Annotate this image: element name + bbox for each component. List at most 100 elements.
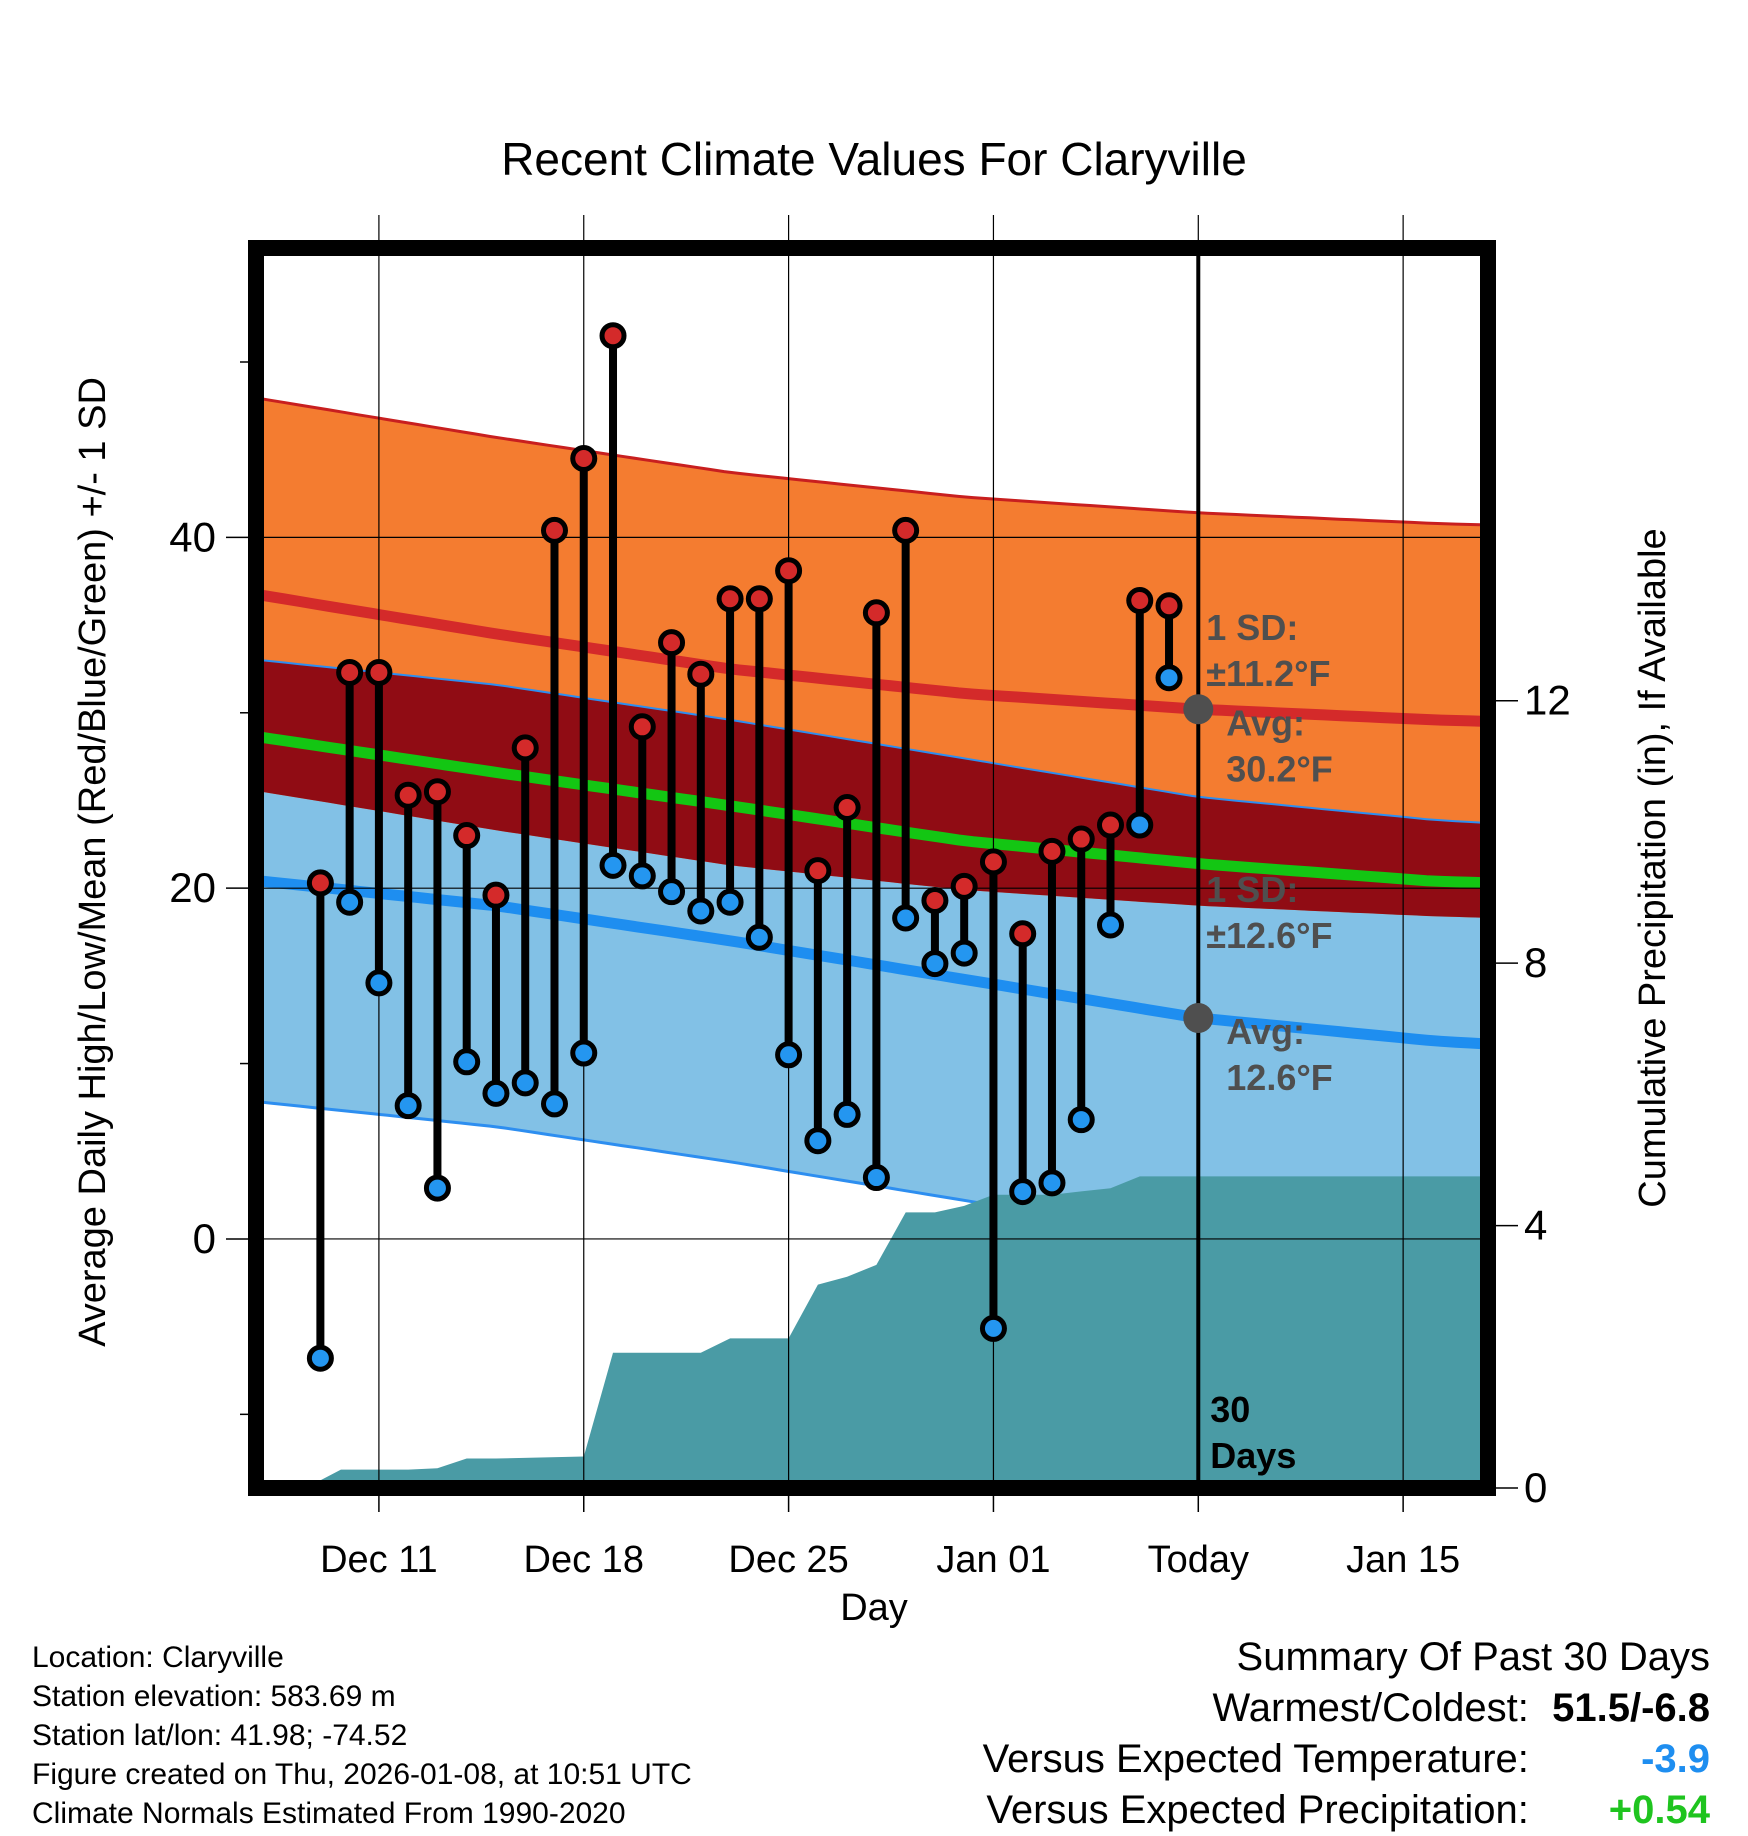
normal-mean-line — [256, 731, 1486, 889]
daily-high-point — [1126, 587, 1154, 615]
daily-low-point — [658, 878, 686, 906]
daily-high-point — [921, 886, 949, 914]
x-axis-label: Day — [840, 1587, 908, 1629]
plot-frame — [248, 240, 1496, 1496]
daily-high-point — [511, 734, 539, 762]
daily-high-point — [423, 778, 451, 806]
x-tick-label: Dec 25 — [728, 1539, 848, 1581]
daily-low-point — [599, 851, 627, 879]
daily-low-point — [365, 969, 393, 997]
daily-low-point — [833, 1100, 861, 1128]
summary-temperature: Versus Expected Temperature: -3.9 — [983, 1734, 1710, 1785]
versus-precipitation-value: +0.54 — [1608, 1788, 1710, 1832]
daily-low-point — [482, 1079, 510, 1107]
daily-low-point — [1126, 811, 1154, 839]
daily-high-point — [540, 516, 568, 544]
daily-low-point — [1155, 664, 1183, 692]
daily-high-point — [1155, 592, 1183, 620]
daily-low-point — [453, 1048, 481, 1076]
low-avg-value: 12.6°F — [1226, 1057, 1332, 1098]
low-sd-value: ±12.6°F — [1206, 915, 1332, 956]
y-right-tick-label: 12 — [1524, 677, 1571, 724]
daily-low-point — [979, 1314, 1007, 1342]
daily-low-point — [921, 950, 949, 978]
daily-low-point — [862, 1164, 890, 1192]
daily-low-point — [394, 1092, 422, 1120]
x-tick-label: Jan 15 — [1346, 1539, 1460, 1581]
y-left-tick-label: 0 — [193, 1215, 216, 1262]
station-latlon: Station lat/lon: 41.98; -74.52 — [32, 1719, 408, 1752]
daily-low-point — [628, 862, 656, 890]
daily-high-point — [1009, 920, 1037, 948]
warmest-coldest-label: Warmest/Coldest: — [1212, 1686, 1529, 1730]
high-average-marker — [1183, 694, 1214, 725]
versus-precipitation-label: Versus Expected Precipitation: — [986, 1788, 1529, 1832]
daily-low-point — [1009, 1178, 1037, 1206]
climate-chart: Recent Climate Values For Claryville 1 S… — [72, 133, 1674, 1629]
station-elevation: Station elevation: 583.69 m — [32, 1680, 396, 1713]
y-left-tick-label: 20 — [169, 864, 216, 911]
daily-high-point — [599, 322, 627, 350]
daily-high-point — [336, 658, 364, 686]
daily-high-point — [716, 585, 744, 613]
x-tick-label: Dec 18 — [524, 1539, 644, 1581]
x-tick-label: Jan 01 — [936, 1539, 1050, 1581]
days-count-unit: Days — [1210, 1435, 1296, 1476]
daily-high-point — [365, 658, 393, 686]
summary-title: Summary Of Past 30 Days — [1236, 1635, 1710, 1679]
high-band-upper-edge — [256, 396, 1486, 527]
daily-low-point — [716, 888, 744, 916]
normal-low-line — [256, 875, 1486, 1050]
daily-low-point — [511, 1069, 539, 1097]
daily-high-point — [570, 444, 598, 472]
y-axis-label-right: Cumulative Precipitation (in), If Availa… — [1632, 528, 1674, 1207]
y-right-tick-label: 4 — [1524, 1202, 1547, 1249]
daily-high-point — [833, 793, 861, 821]
daily-low-point — [892, 904, 920, 932]
daily-low-point — [1038, 1169, 1066, 1197]
daily-low-point — [1067, 1106, 1095, 1134]
daily-low-point — [306, 1344, 334, 1372]
daily-high-point — [453, 822, 481, 850]
y-right-tick-label: 0 — [1524, 1464, 1547, 1511]
daily-low-point — [423, 1174, 451, 1202]
daily-low-point — [540, 1090, 568, 1118]
summary-panel: Summary Of Past 30 Days Warmest/Coldest:… — [983, 1632, 1710, 1836]
daily-high-point — [1096, 811, 1124, 839]
x-tick-label: Today — [1148, 1539, 1249, 1581]
daily-low-point — [570, 1039, 598, 1067]
days-count-number: 30 — [1210, 1389, 1250, 1430]
daily-low-point — [745, 923, 773, 951]
summary-precipitation: Versus Expected Precipitation: +0.54 — [983, 1785, 1710, 1836]
daily-high-point — [1067, 825, 1095, 853]
station-info: Location: Claryville Station elevation: … — [32, 1638, 692, 1833]
y-right-tick-label: 8 — [1524, 939, 1547, 986]
figure-created: Figure created on Thu, 2026-01-08, at 10… — [32, 1758, 692, 1791]
daily-high-point — [1038, 837, 1066, 865]
daily-high-point — [804, 857, 832, 885]
high-avg-title: Avg: — [1226, 702, 1305, 743]
daily-low-point — [804, 1127, 832, 1155]
daily-low-point — [336, 888, 364, 916]
low-avg-title: Avg: — [1226, 1011, 1305, 1052]
chart-title: Recent Climate Values For Claryville — [501, 133, 1247, 185]
daily-high-point — [745, 585, 773, 613]
high-avg-value: 30.2°F — [1226, 748, 1332, 789]
low-sd-title: 1 SD: — [1206, 869, 1298, 910]
versus-temperature-label: Versus Expected Temperature: — [982, 1737, 1529, 1781]
daily-high-point — [862, 599, 890, 627]
warmest-coldest-value: 51.5/-6.8 — [1552, 1686, 1710, 1730]
daily-high-point — [687, 660, 715, 688]
daily-low-point — [775, 1041, 803, 1069]
daily-low-point — [950, 939, 978, 967]
x-tick-label: Dec 11 — [320, 1539, 438, 1581]
versus-temperature-value: -3.9 — [1641, 1737, 1710, 1781]
y-left-tick-label: 40 — [169, 513, 216, 560]
daily-high-point — [482, 881, 510, 909]
high-sd-value: ±11.2°F — [1206, 653, 1330, 694]
daily-low-point — [687, 897, 715, 925]
daily-high-point — [892, 516, 920, 544]
daily-low-point — [1096, 911, 1124, 939]
overlap-band — [256, 659, 1486, 918]
station-location: Location: Claryville — [32, 1641, 284, 1674]
